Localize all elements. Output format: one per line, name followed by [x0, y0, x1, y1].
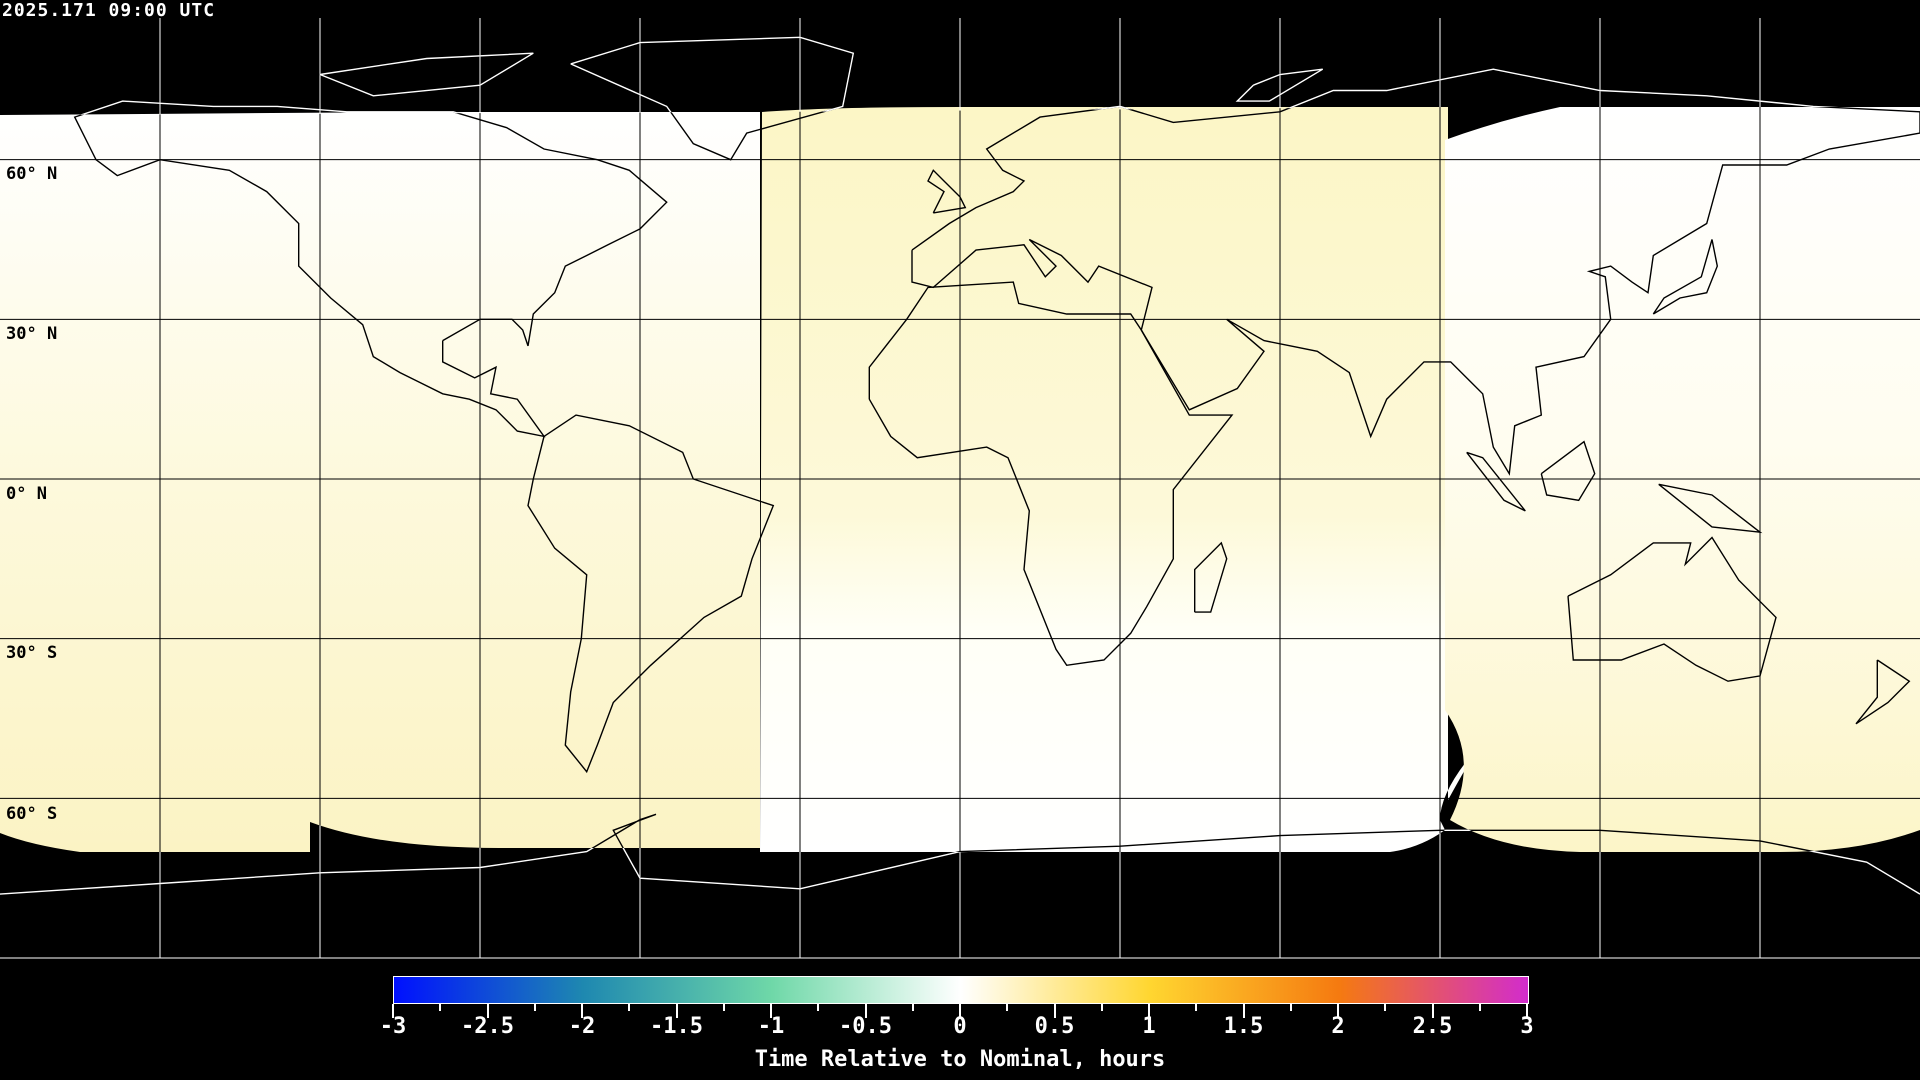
lat-label-60s: 60° S: [6, 804, 58, 824]
colorbar-tick: [1100, 1004, 1103, 1011]
colorbar-tick: [959, 1004, 961, 1018]
coastline-africa: [868, 281, 1234, 667]
coverage-region-west: [0, 112, 760, 852]
coastline-madagascar: [1194, 541, 1228, 613]
colorbar-tick: [675, 1004, 678, 1018]
world-map: [0, 18, 1920, 959]
colorbar-tick-label: -2: [568, 1014, 596, 1039]
coastline-arctic-islands: [319, 52, 534, 97]
colorbar-tick: [722, 1004, 725, 1011]
colorbar-tick: [628, 1004, 631, 1011]
colorbar-title: Time Relative to Nominal, hours: [754, 1047, 1166, 1072]
coastline-great-britain: [927, 169, 967, 214]
colorbar-tick-label: 0.5: [1034, 1014, 1075, 1039]
colorbar-tick: [817, 1004, 820, 1011]
colorbar-tick-label: -2.5: [461, 1014, 514, 1039]
coastline-sumatra: [1466, 451, 1526, 512]
colorbar-tick: [911, 1004, 914, 1011]
colorbar-tick: [1526, 1004, 1528, 1018]
coastline-australia: [1567, 536, 1777, 682]
coastline-borneo: [1540, 440, 1596, 502]
colorbar-tick-label: 0: [953, 1014, 967, 1039]
colorbar-tick: [533, 1004, 536, 1011]
colorbar-tick-label: 1.5: [1223, 1014, 1264, 1039]
colorbar-tick-label: 2.5: [1412, 1014, 1453, 1039]
colorbar-tick-label: -1.5: [650, 1014, 703, 1039]
timestamp: 2025.171 09:00 UTC: [2, 0, 216, 21]
colorbar-tick-label: 1: [1142, 1014, 1156, 1039]
colorbar-tick: [1195, 1004, 1198, 1011]
colorbar-tick: [1148, 1004, 1150, 1018]
colorbar-tick: [1478, 1004, 1481, 1011]
lat-label-30s: 30° S: [6, 643, 58, 663]
colorbar: [393, 976, 1529, 1004]
colorbar-tick-label: 3: [1520, 1014, 1534, 1039]
colorbar-tick: [864, 1004, 867, 1018]
coastline-new-guinea: [1658, 483, 1763, 534]
coastline-svalbard-nz: [1235, 68, 1324, 102]
colorbar-tick: [1242, 1004, 1245, 1018]
colorbar-tick: [770, 1004, 772, 1018]
colorbar-tick: [392, 1004, 394, 1018]
coastline-north-america: [73, 100, 668, 438]
coastline-south-america: [527, 414, 775, 774]
lat-label-0n: 0° N: [6, 484, 47, 504]
colorbar-tick-label: -3: [379, 1014, 407, 1039]
colorbar-tick: [439, 1004, 442, 1011]
lat-label-30n: 30° N: [6, 324, 58, 344]
colorbar-tick-label: -0.5: [839, 1014, 892, 1039]
coastline-japan: [1652, 239, 1719, 315]
colorbar-tick: [1006, 1004, 1009, 1011]
colorbar-tick: [581, 1004, 583, 1018]
colorbar-tick: [486, 1004, 489, 1018]
colorbar-tick-label: -1: [757, 1014, 785, 1039]
lat-label-60n: 60° N: [6, 164, 58, 184]
colorbar-tick: [1337, 1004, 1339, 1018]
colorbar-tick-label: 2: [1331, 1014, 1345, 1039]
colorbar-tick: [1053, 1004, 1056, 1018]
colorbar-tick: [1289, 1004, 1292, 1011]
graticule: [0, 18, 1920, 959]
coastline-new-zealand: [1855, 659, 1911, 725]
colorbar-tick: [1431, 1004, 1434, 1018]
colorbar-tick: [1384, 1004, 1387, 1011]
